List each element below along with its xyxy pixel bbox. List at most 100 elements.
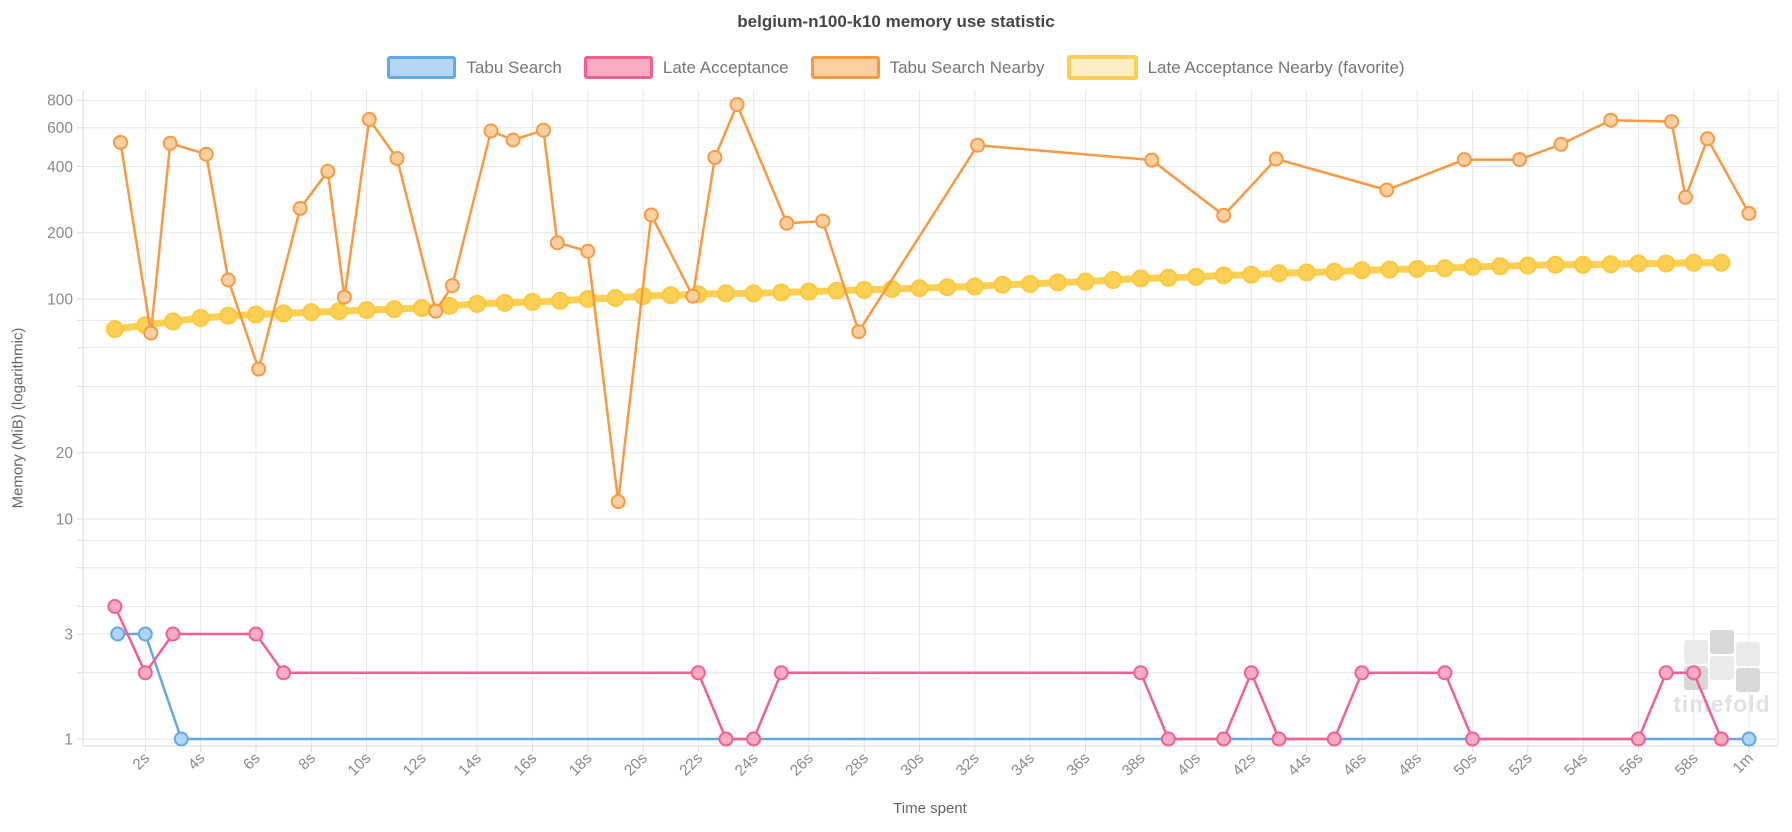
data-point-late_acceptance_nearby	[1021, 275, 1040, 293]
data-point-tabu_search_nearby	[1678, 189, 1693, 205]
timefold-flag-icon	[1684, 630, 1760, 692]
y-tick-label-20: 20	[56, 445, 74, 462]
data-point-tabu_search_nearby	[483, 123, 499, 139]
data-point-late_acceptance	[248, 626, 264, 642]
x-tick-label-50s: 50s	[1451, 750, 1481, 780]
data-point-late_acceptance_nearby	[1214, 266, 1233, 285]
data-point-late_acceptance	[1354, 665, 1370, 681]
legend-item-tabu_search[interactable]: Tabu Search	[387, 56, 562, 79]
y-tick-label-1: 1	[64, 731, 73, 748]
x-tick-label-28s: 28s	[842, 750, 872, 780]
data-point-late_acceptance_nearby	[495, 293, 514, 312]
data-point-late_acceptance_nearby	[191, 309, 210, 327]
data-point-late_acceptance_nearby	[1270, 264, 1288, 283]
data-point-late_acceptance_nearby	[938, 278, 957, 297]
x-tick-label-6s: 6s	[240, 750, 264, 774]
data-point-tabu_search	[1741, 731, 1757, 747]
data-point-tabu_search_nearby	[198, 146, 214, 162]
data-point-late_acceptance	[107, 599, 123, 614]
data-point-late_acceptance_nearby	[1574, 255, 1593, 274]
legend-swatch-late_acceptance_nearby	[1066, 55, 1138, 80]
x-tick-label-48s: 48s	[1395, 750, 1425, 780]
legend: Tabu Search Late Acceptance Tabu Search Ne…	[0, 55, 1792, 80]
legend-item-tabu_search_nearby[interactable]: Tabu Search Nearby	[810, 56, 1045, 79]
x-tick-label-14s: 14s	[455, 750, 485, 780]
x-tick-label-22s: 22s	[676, 750, 706, 780]
x-tick-label-40s: 40s	[1174, 750, 1204, 780]
data-point-late_acceptance_nearby	[1297, 263, 1316, 282]
x-tick-label-58s: 58s	[1672, 750, 1702, 780]
x-tick-label-46s: 46s	[1340, 750, 1370, 780]
data-point-tabu_search_nearby	[505, 132, 521, 148]
data-point-late_acceptance_nearby	[440, 296, 459, 315]
data-point-tabu_search_nearby	[1700, 131, 1716, 147]
x-tick-label-38s: 38s	[1119, 750, 1149, 780]
data-point-late_acceptance_nearby	[1518, 256, 1537, 275]
legend-item-late_acceptance_nearby[interactable]: Late Acceptance Nearby (favorite)	[1066, 55, 1405, 80]
data-point-tabu_search_nearby	[970, 137, 986, 153]
data-point-late_acceptance_nearby	[246, 305, 265, 324]
x-tick-label-12s: 12s	[400, 750, 430, 780]
data-point-late_acceptance_nearby	[910, 279, 929, 298]
data-point-tabu_search_nearby	[643, 207, 659, 223]
data-point-tabu_search_nearby	[549, 235, 565, 251]
data-point-late_acceptance	[1271, 731, 1287, 747]
data-point-tabu_search_nearby	[1553, 136, 1569, 152]
data-point-late_acceptance_nearby	[302, 303, 321, 322]
data-point-tabu_search_nearby	[536, 122, 551, 138]
data-point-tabu_search_nearby	[113, 134, 128, 150]
data-point-tabu_search_nearby	[1216, 207, 1232, 223]
data-point-late_acceptance	[165, 626, 181, 642]
data-point-tabu_search_nearby	[361, 111, 377, 127]
data-point-late_acceptance_nearby	[827, 281, 846, 300]
data-point-late_acceptance_nearby	[965, 277, 984, 296]
legend-label-late_acceptance: Late Acceptance	[662, 57, 789, 77]
x-tick-label-20s: 20s	[621, 750, 651, 780]
data-point-late_acceptance_nearby	[329, 302, 348, 321]
legend-item-late_acceptance[interactable]: Late Acceptance	[583, 56, 789, 79]
data-point-late_acceptance_nearby	[799, 282, 818, 301]
data-point-tabu_search_nearby	[779, 215, 795, 231]
data-point-late_acceptance	[1326, 731, 1342, 747]
watermark: timefold	[1673, 630, 1770, 717]
x-tick-label-36s: 36s	[1064, 750, 1094, 780]
x-tick-label-2s: 2s	[130, 750, 154, 774]
data-point-late_acceptance_nearby	[1546, 255, 1565, 274]
series-line-tabu_search	[116, 632, 1751, 741]
data-point-late_acceptance	[1437, 665, 1453, 681]
data-point-late_acceptance_nearby	[1104, 271, 1123, 289]
watermark-text: timefold	[1673, 691, 1770, 717]
data-point-late_acceptance_nearby	[1352, 261, 1371, 280]
data-point-late_acceptance_nearby	[412, 299, 431, 317]
series-tabu_search_nearby	[113, 97, 1757, 510]
data-point-late_acceptance	[1160, 731, 1176, 747]
data-point-late_acceptance_nearby	[1076, 272, 1095, 291]
data-point-late_acceptance	[1713, 731, 1729, 747]
data-point-late_acceptance	[690, 665, 706, 681]
x-tick-label-26s: 26s	[787, 750, 817, 780]
data-point-late_acceptance_nearby	[606, 289, 625, 307]
data-point-late_acceptance_nearby	[385, 300, 404, 319]
data-point-tabu_search_nearby	[729, 97, 745, 113]
data-point-late_acceptance_nearby	[578, 290, 597, 308]
data-point-late_acceptance	[1658, 665, 1674, 681]
data-point-late_acceptance_nearby	[1408, 259, 1427, 278]
data-point-late_acceptance_nearby	[1601, 255, 1620, 274]
x-tick-label-10s: 10s	[345, 750, 375, 780]
y-tick-label-600: 600	[47, 120, 73, 137]
data-point-late_acceptance	[1686, 665, 1702, 681]
data-point-tabu_search_nearby	[851, 324, 867, 340]
x-tick-label-44s: 44s	[1285, 750, 1315, 780]
data-point-tabu_search_nearby	[320, 163, 336, 179]
data-point-tabu_search_nearby	[1512, 152, 1528, 168]
legend-label-tabu_search_nearby: Tabu Search Nearby	[889, 57, 1045, 77]
series-line-late_acceptance	[113, 605, 1723, 741]
y-tick-label-3: 3	[64, 626, 73, 643]
data-point-tabu_search_nearby	[1603, 112, 1619, 128]
data-point-tabu_search	[110, 626, 126, 642]
data-point-late_acceptance	[773, 665, 789, 681]
series-late_acceptance_nearby	[105, 253, 1731, 339]
data-point-tabu_search_nearby	[1144, 152, 1160, 168]
x-tick-label-42s: 42s	[1229, 750, 1259, 780]
x-tick-label-4s: 4s	[185, 750, 209, 774]
